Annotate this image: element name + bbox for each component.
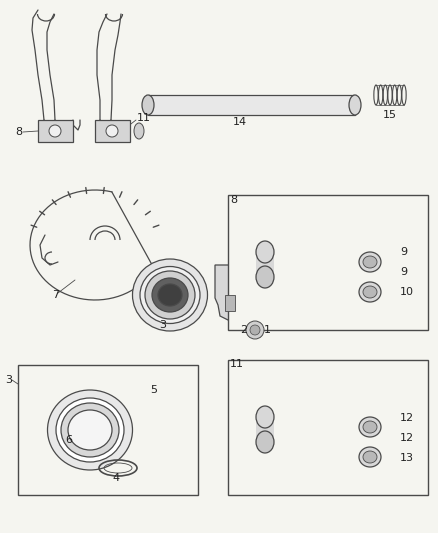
Bar [225, 295, 235, 311]
Ellipse shape [256, 406, 274, 428]
Ellipse shape [142, 95, 154, 115]
Circle shape [246, 321, 264, 339]
Bar [256, 417, 274, 447]
Circle shape [106, 125, 118, 137]
Text: 9: 9 [400, 267, 407, 277]
Ellipse shape [359, 282, 381, 302]
Text: 6: 6 [65, 435, 72, 445]
Ellipse shape [61, 403, 119, 457]
Text: 9: 9 [400, 247, 407, 257]
Text: 2: 2 [240, 325, 247, 335]
Ellipse shape [349, 95, 361, 115]
Text: 11: 11 [137, 113, 151, 123]
Text: 10: 10 [400, 287, 414, 297]
Bar [95, 120, 130, 142]
Ellipse shape [363, 421, 377, 433]
Ellipse shape [256, 431, 274, 453]
Ellipse shape [140, 266, 200, 324]
Text: 11: 11 [230, 359, 244, 369]
Ellipse shape [133, 259, 208, 331]
Polygon shape [215, 265, 245, 320]
Ellipse shape [363, 286, 377, 298]
Ellipse shape [256, 241, 274, 263]
Text: 14: 14 [233, 117, 247, 127]
Bar [18, 365, 198, 495]
Text: 12: 12 [400, 413, 414, 423]
Text: 1: 1 [264, 325, 271, 335]
Ellipse shape [47, 390, 133, 470]
Text: 13: 13 [400, 453, 414, 463]
Text: 7: 7 [52, 290, 59, 300]
Bar [228, 195, 428, 330]
Ellipse shape [152, 278, 188, 312]
Circle shape [250, 325, 260, 335]
Text: 4: 4 [112, 473, 119, 483]
Text: 8: 8 [230, 195, 237, 205]
Ellipse shape [363, 256, 377, 268]
Bar [148, 95, 355, 115]
Text: 3: 3 [5, 375, 12, 385]
Ellipse shape [359, 252, 381, 272]
Ellipse shape [359, 417, 381, 437]
Ellipse shape [158, 284, 182, 306]
Ellipse shape [363, 451, 377, 463]
Ellipse shape [359, 447, 381, 467]
Ellipse shape [56, 398, 124, 462]
Ellipse shape [256, 266, 274, 288]
Bar [228, 360, 428, 495]
Ellipse shape [134, 123, 144, 139]
Text: 5: 5 [150, 385, 157, 395]
Ellipse shape [68, 410, 112, 450]
Circle shape [49, 125, 61, 137]
Text: 3: 3 [159, 320, 166, 330]
Bar [256, 252, 274, 282]
Bar [38, 120, 73, 142]
Text: 15: 15 [383, 110, 397, 120]
Ellipse shape [145, 271, 195, 319]
Text: 8: 8 [15, 127, 22, 137]
Text: 12: 12 [400, 433, 414, 443]
